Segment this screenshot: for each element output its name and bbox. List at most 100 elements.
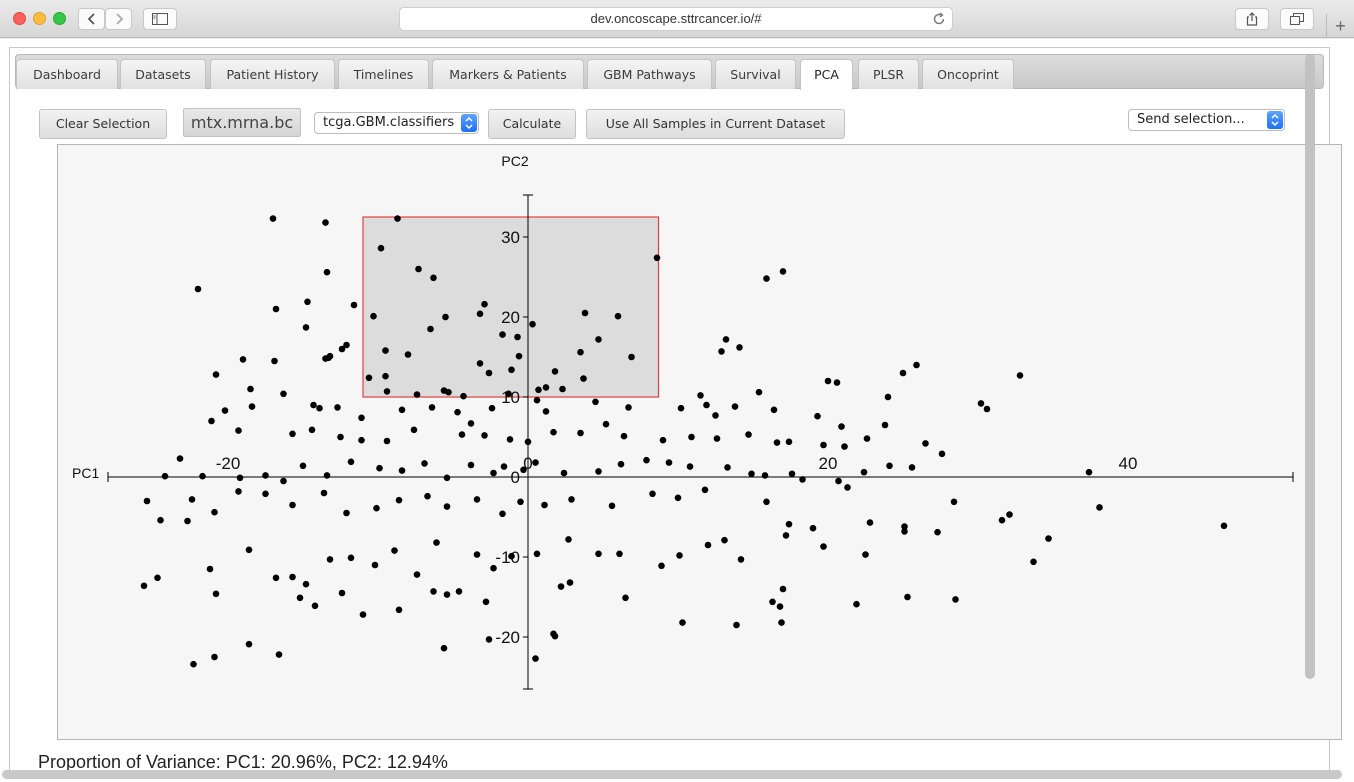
scatter-point[interactable] — [551, 632, 559, 640]
scatter-point[interactable] — [184, 517, 191, 525]
scatter-point[interactable] — [347, 554, 355, 562]
scatter-point[interactable] — [460, 392, 467, 400]
scatter-point[interactable] — [455, 588, 463, 595]
scatter-point[interactable] — [476, 360, 484, 367]
scatter-point[interactable] — [404, 351, 412, 358]
scatter-point[interactable] — [370, 312, 377, 320]
tab-timelines[interactable]: Timelines — [338, 59, 429, 89]
scatter-point[interactable] — [908, 464, 916, 471]
scatter-point[interactable] — [248, 403, 256, 410]
scatter-point[interactable] — [577, 348, 584, 356]
scatter-point[interactable] — [551, 368, 559, 375]
scatter-point[interactable] — [704, 541, 712, 549]
scatter-point[interactable] — [649, 490, 656, 498]
share-button[interactable] — [1235, 8, 1269, 30]
scatter-point[interactable] — [343, 509, 350, 517]
scatter-point[interactable] — [977, 400, 985, 407]
scatter-point[interactable] — [262, 490, 269, 498]
scatter-point[interactable] — [886, 462, 893, 470]
scatter-point[interactable] — [208, 417, 215, 425]
scatter-point[interactable] — [952, 596, 959, 603]
scatter-point[interactable] — [799, 476, 806, 483]
pca-scatter-plot[interactable]: -20 0 20 40 -20 -10 0 10 20 30 PC1 PC2 — [58, 145, 1341, 739]
scatter-point[interactable] — [476, 310, 484, 318]
scatter-point[interactable] — [913, 361, 920, 369]
scatter-point[interactable] — [770, 406, 778, 414]
scatter-point[interactable] — [140, 582, 148, 590]
scatter-point[interactable] — [433, 539, 440, 546]
scatter-point[interactable] — [824, 377, 832, 385]
scatter-point[interactable] — [377, 244, 385, 252]
scatter-point[interactable] — [467, 461, 475, 469]
scatter-point[interactable] — [542, 408, 550, 415]
scatter-point[interactable] — [269, 215, 277, 222]
scatter-point[interactable] — [488, 404, 496, 412]
scatter-point[interactable] — [595, 468, 602, 475]
scatter-point[interactable] — [143, 497, 151, 505]
scatter-point[interactable] — [383, 437, 391, 445]
scatter-point[interactable] — [289, 573, 296, 581]
scatter-point[interactable] — [881, 421, 889, 429]
back-button[interactable] — [78, 8, 105, 30]
scatter-point[interactable] — [788, 470, 796, 478]
scatter-point[interactable] — [382, 372, 389, 380]
scatter-point[interactable] — [595, 550, 602, 558]
scatter-point[interactable] — [430, 274, 437, 282]
scatter-point[interactable] — [1016, 372, 1024, 379]
scatter-point[interactable] — [199, 472, 206, 480]
scatter-point[interactable] — [161, 472, 169, 480]
scatter-point[interactable] — [410, 426, 418, 434]
scatter-point[interactable] — [262, 472, 269, 479]
scatter-point[interactable] — [658, 562, 665, 570]
scatter-point[interactable] — [482, 598, 490, 606]
scatter-point[interactable] — [731, 403, 739, 410]
scatter-point[interactable] — [157, 516, 164, 524]
scatter-point[interactable] — [983, 405, 991, 413]
scatter-point[interactable] — [853, 600, 860, 608]
scatter-point[interactable] — [899, 369, 907, 377]
scatter-point[interactable] — [785, 520, 793, 528]
scatter-point[interactable] — [581, 309, 589, 317]
scatter-point[interactable] — [280, 477, 287, 485]
scatter-point[interactable] — [722, 336, 730, 343]
scatter-point[interactable] — [688, 433, 695, 441]
scatter-point[interactable] — [782, 532, 790, 539]
scatter-point[interactable] — [679, 619, 686, 626]
scatter-point[interactable] — [221, 407, 229, 414]
reload-icon[interactable] — [932, 12, 946, 26]
scatter-point[interactable] — [922, 440, 929, 447]
scatter-point[interactable] — [485, 636, 493, 643]
scatter-point[interactable] — [365, 374, 373, 382]
scatter-point[interactable] — [565, 536, 572, 543]
scatter-point[interactable] — [424, 492, 431, 500]
scatter-point[interactable] — [302, 324, 310, 331]
scatter-point[interactable] — [212, 590, 220, 598]
scatter-point[interactable] — [316, 404, 323, 412]
tab-plsr[interactable]: PLSR — [858, 59, 919, 89]
tab-dashboard[interactable]: Dashboard — [16, 59, 118, 89]
scatter-point[interactable] — [440, 644, 448, 652]
scatter-point[interactable] — [235, 427, 242, 434]
scatter-point[interactable] — [326, 556, 334, 563]
scatter-point[interactable] — [154, 574, 161, 582]
scatter-point[interactable] — [557, 583, 565, 590]
scatter-point[interactable] — [499, 331, 506, 338]
scatter-point[interactable] — [235, 488, 242, 495]
scatter-point[interactable] — [901, 528, 908, 535]
scatter-point[interactable] — [659, 436, 667, 444]
scatter-point[interactable] — [350, 301, 358, 309]
scatter-point[interactable] — [194, 285, 202, 293]
scatter-point[interactable] — [541, 501, 548, 509]
scatter-point[interactable] — [724, 464, 731, 471]
send-selection-select[interactable]: Send selection... — [1128, 109, 1285, 131]
scatter-point[interactable] — [814, 412, 821, 420]
scatter-point[interactable] — [592, 398, 599, 406]
scatter-point[interactable] — [413, 391, 421, 398]
scatter-point[interactable] — [748, 470, 755, 478]
scatter-point[interactable] — [272, 574, 280, 582]
scatter-point[interactable] — [701, 486, 709, 494]
tab-datasets[interactable]: Datasets — [120, 59, 206, 89]
scatter-point[interactable] — [665, 459, 673, 466]
scatter-point[interactable] — [358, 414, 365, 422]
scatter-point[interactable] — [755, 388, 763, 396]
